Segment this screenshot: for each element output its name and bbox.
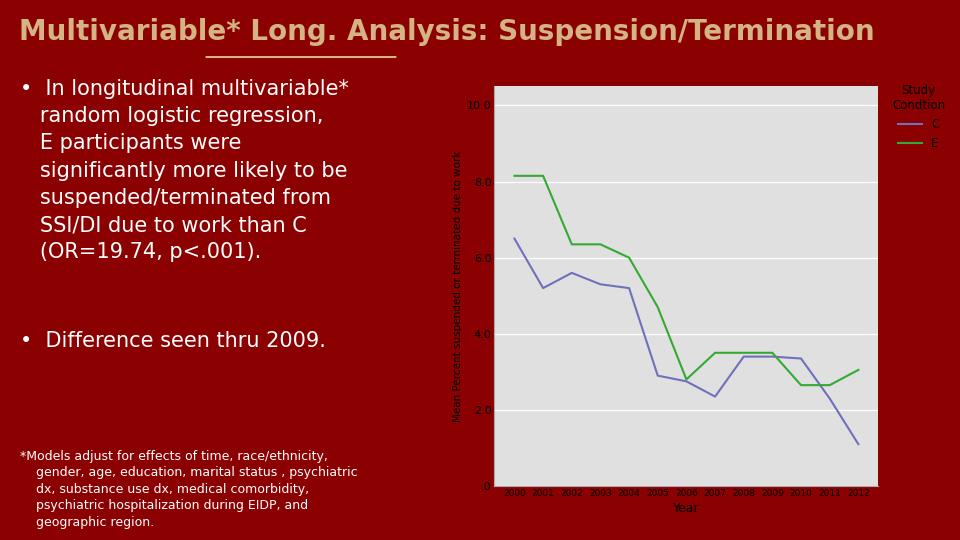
E <box>767 349 779 356</box>
E <box>652 304 663 310</box>
Text: •  In longitudinal multivariable*
   random logistic regression,
   E participan: • In longitudinal multivariable* random … <box>20 79 348 262</box>
C <box>767 353 779 360</box>
E <box>509 173 520 179</box>
C <box>594 281 606 287</box>
C <box>681 378 692 384</box>
Text: Multivariable* Long. Analysis: Suspension/Termination: Multivariable* Long. Analysis: Suspensio… <box>19 18 875 46</box>
Text: •  Difference seen thru 2009.: • Difference seen thru 2009. <box>20 331 325 351</box>
Line: C: C <box>515 239 858 444</box>
E <box>738 349 750 356</box>
C <box>852 441 864 447</box>
Legend: C, E: C, E <box>892 84 945 150</box>
C <box>709 393 721 400</box>
C <box>652 373 663 379</box>
C <box>509 235 520 242</box>
Line: E: E <box>515 176 858 385</box>
E <box>795 382 806 388</box>
E <box>594 241 606 247</box>
Text: *Models adjust for effects of time, race/ethnicity,
    gender, age, education, : *Models adjust for effects of time, race… <box>20 450 357 529</box>
C <box>795 355 806 362</box>
E <box>709 349 721 356</box>
E <box>538 173 549 179</box>
E <box>852 367 864 373</box>
C <box>566 269 578 276</box>
C <box>824 395 835 402</box>
C <box>623 285 635 292</box>
C <box>538 285 549 292</box>
E <box>824 382 835 388</box>
E <box>566 241 578 247</box>
E <box>623 254 635 261</box>
Y-axis label: Mean Percent suspended or terminated due to work: Mean Percent suspended or terminated due… <box>453 151 463 422</box>
X-axis label: Year: Year <box>673 502 700 515</box>
C <box>738 353 750 360</box>
E <box>681 376 692 383</box>
